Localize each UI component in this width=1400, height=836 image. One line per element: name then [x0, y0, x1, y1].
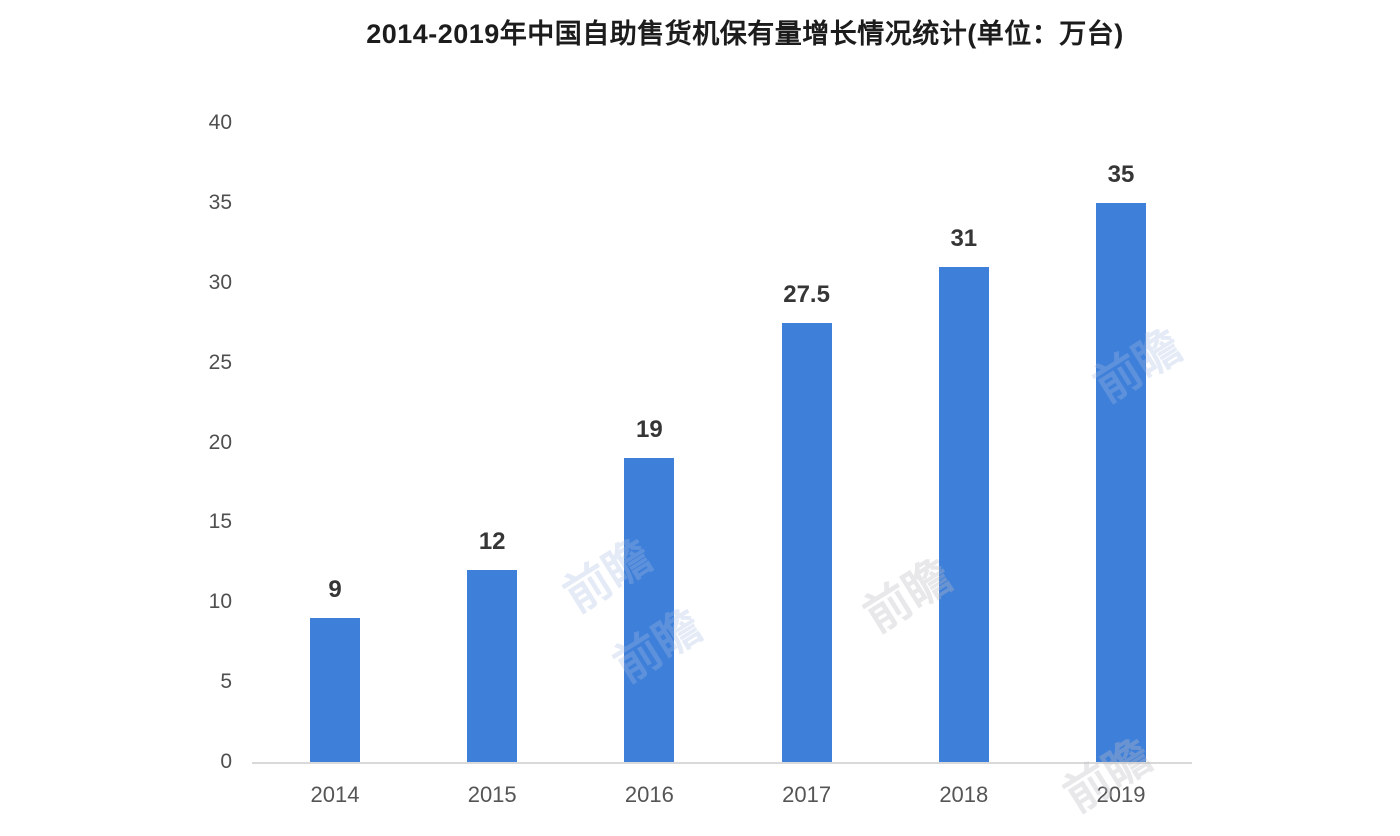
x-axis-tick-label: 2018 [939, 782, 989, 807]
bar-2018 [938, 266, 989, 762]
y-axis-tick-label: 15 [208, 510, 232, 534]
y-axis-tick-label: 25 [208, 350, 232, 374]
bar-value-label: 31 [950, 224, 978, 252]
y-axis-tick-label: 30 [208, 270, 232, 294]
x-axis-tick-label: 2014 [310, 782, 360, 807]
y-axis-tick-label: 35 [208, 190, 232, 214]
bar-2014 [310, 618, 360, 762]
bar-value-label: 9 [328, 576, 342, 604]
x-axis-line [252, 762, 1192, 764]
bar-value-label: 12 [478, 528, 506, 556]
x-axis-tick-label: 2017 [782, 782, 832, 807]
bar-value-label: 35 [1107, 160, 1135, 188]
x-axis-tick-label: 2019 [1096, 782, 1146, 807]
bar-2016 [624, 458, 675, 762]
y-axis-tick-label: 5 [220, 670, 232, 694]
bar-value-label: 27.5 [783, 280, 830, 308]
x-axis-tick-label: 2015 [467, 782, 517, 807]
y-axis-tick-label: 0 [220, 750, 232, 773]
y-axis-tick-label: 40 [208, 111, 232, 134]
chart-title: 2014-2019年中国自助售货机保有量增长情况统计(单位：万台) [366, 19, 1124, 49]
bar-2017 [781, 322, 832, 762]
bar-2015 [467, 570, 518, 762]
y-axis-tick-label: 20 [208, 430, 232, 454]
bar-value-label: 19 [636, 416, 663, 444]
y-axis-tick-label: 10 [208, 590, 232, 614]
x-axis-tick-label: 2016 [624, 782, 674, 807]
bar-2019 [1096, 202, 1146, 762]
